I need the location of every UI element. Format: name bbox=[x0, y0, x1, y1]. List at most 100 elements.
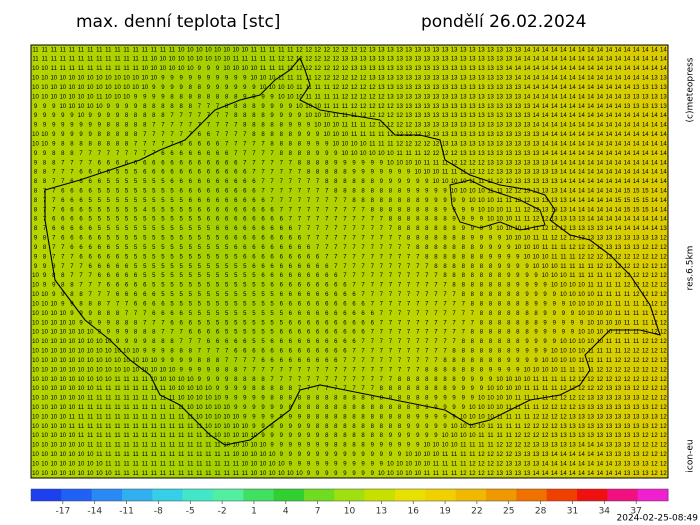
grid-value: 10 bbox=[114, 358, 121, 364]
grid-value: 6 bbox=[143, 301, 147, 307]
grid-value: 8 bbox=[116, 311, 120, 317]
grid-value: 8 bbox=[398, 198, 402, 204]
grid-value: 13 bbox=[469, 47, 476, 53]
grid-value: 10 bbox=[423, 461, 430, 467]
grid-value: 6 bbox=[307, 283, 311, 289]
grid-value: 8 bbox=[34, 198, 38, 204]
grid-value: 11 bbox=[169, 461, 176, 467]
grid-value: 5 bbox=[116, 179, 120, 185]
grid-value: 7 bbox=[452, 320, 456, 326]
grid-value: 11 bbox=[87, 414, 94, 420]
grid-value: 7 bbox=[280, 207, 284, 213]
grid-value: 11 bbox=[533, 386, 540, 392]
grid-value: 7 bbox=[125, 311, 129, 317]
grid-value: 14 bbox=[578, 198, 585, 204]
grid-value: 13 bbox=[487, 104, 494, 110]
grid-value: 13 bbox=[469, 66, 476, 72]
grid-value: 6 bbox=[334, 283, 338, 289]
grid-value: 7 bbox=[143, 151, 147, 157]
grid-value: 13 bbox=[606, 396, 613, 402]
grid-value: 5 bbox=[216, 301, 220, 307]
grid-value: 7 bbox=[70, 170, 74, 176]
grid-value: 11 bbox=[305, 94, 312, 100]
grid-value: 13 bbox=[524, 151, 531, 157]
grid-value: 11 bbox=[324, 104, 331, 110]
grid-value: 11 bbox=[214, 471, 221, 477]
grid-value: 9 bbox=[489, 377, 493, 383]
grid-value: 6 bbox=[116, 292, 120, 298]
grid-value: 14 bbox=[642, 217, 649, 223]
grid-value: 9 bbox=[270, 433, 274, 439]
grid-value: 7 bbox=[389, 236, 393, 242]
grid-value: 10 bbox=[87, 386, 94, 392]
grid-value: 10 bbox=[32, 301, 39, 307]
grid-value: 8 bbox=[443, 254, 447, 260]
grid-value: 14 bbox=[615, 47, 622, 53]
grid-value: 5 bbox=[98, 207, 102, 213]
grid-value: 15 bbox=[624, 198, 631, 204]
grid-value: 14 bbox=[560, 461, 567, 467]
grid-value: 13 bbox=[633, 396, 640, 402]
grid-value: 8 bbox=[489, 283, 493, 289]
colorbar-segment bbox=[273, 489, 305, 501]
grid-value: 8 bbox=[480, 339, 484, 345]
grid-value: 6 bbox=[207, 207, 211, 213]
grid-value: 8 bbox=[298, 396, 302, 402]
grid-value: 5 bbox=[198, 226, 202, 232]
grid-value: 9 bbox=[389, 452, 393, 458]
grid-value: 14 bbox=[596, 207, 603, 213]
grid-value: 6 bbox=[234, 245, 238, 251]
grid-value: 12 bbox=[542, 433, 549, 439]
grid-value: 9 bbox=[298, 443, 302, 449]
grid-value: 14 bbox=[587, 179, 594, 185]
grid-value: 13 bbox=[587, 236, 594, 242]
grid-value: 11 bbox=[169, 471, 176, 477]
grid-value: 9 bbox=[534, 339, 538, 345]
grid-value: 7 bbox=[416, 358, 420, 364]
grid-value: 14 bbox=[660, 57, 667, 63]
grid-value: 5 bbox=[107, 198, 111, 204]
grid-value: 14 bbox=[642, 47, 649, 53]
grid-value: 10 bbox=[342, 141, 349, 147]
grid-value: 13 bbox=[369, 57, 376, 63]
grid-value: 10 bbox=[241, 433, 248, 439]
grid-value: 8 bbox=[498, 311, 502, 317]
grid-value: 5 bbox=[198, 301, 202, 307]
grid-value: 13 bbox=[378, 47, 385, 53]
grid-value: 14 bbox=[551, 113, 558, 119]
grid-value: 5 bbox=[207, 283, 211, 289]
grid-value: 8 bbox=[434, 207, 438, 213]
grid-value: 10 bbox=[606, 320, 613, 326]
grid-value: 6 bbox=[270, 207, 274, 213]
grid-value: 11 bbox=[151, 396, 158, 402]
grid-value: 12 bbox=[533, 217, 540, 223]
grid-value: 5 bbox=[152, 188, 156, 194]
grid-value: 11 bbox=[114, 396, 121, 402]
grid-value: 13 bbox=[524, 113, 531, 119]
grid-value: 5 bbox=[243, 292, 247, 298]
grid-value: 7 bbox=[307, 217, 311, 223]
grid-value: 5 bbox=[170, 236, 174, 242]
grid-value: 8 bbox=[107, 141, 111, 147]
grid-value: 11 bbox=[160, 396, 167, 402]
grid-value: 11 bbox=[524, 414, 531, 420]
grid-value: 14 bbox=[587, 85, 594, 91]
grid-value: 8 bbox=[361, 433, 365, 439]
grid-value: 13 bbox=[460, 151, 467, 157]
grid-value: 9 bbox=[543, 283, 547, 289]
grid-value: 7 bbox=[316, 367, 320, 373]
grid-value: 13 bbox=[615, 461, 622, 467]
grid-value: 12 bbox=[396, 123, 403, 129]
grid-value: 14 bbox=[551, 132, 558, 138]
grid-value: 9 bbox=[525, 348, 529, 354]
grid-value: 9 bbox=[543, 320, 547, 326]
grid-value: 9 bbox=[316, 132, 320, 138]
grid-value: 10 bbox=[78, 452, 85, 458]
grid-value: 5 bbox=[125, 207, 129, 213]
grid-value: 12 bbox=[378, 94, 385, 100]
grid-value: 6 bbox=[98, 236, 102, 242]
grid-value: 13 bbox=[360, 66, 367, 72]
grid-value: 6 bbox=[234, 348, 238, 354]
grid-value: 13 bbox=[606, 414, 613, 420]
grid-value: 8 bbox=[371, 414, 375, 420]
